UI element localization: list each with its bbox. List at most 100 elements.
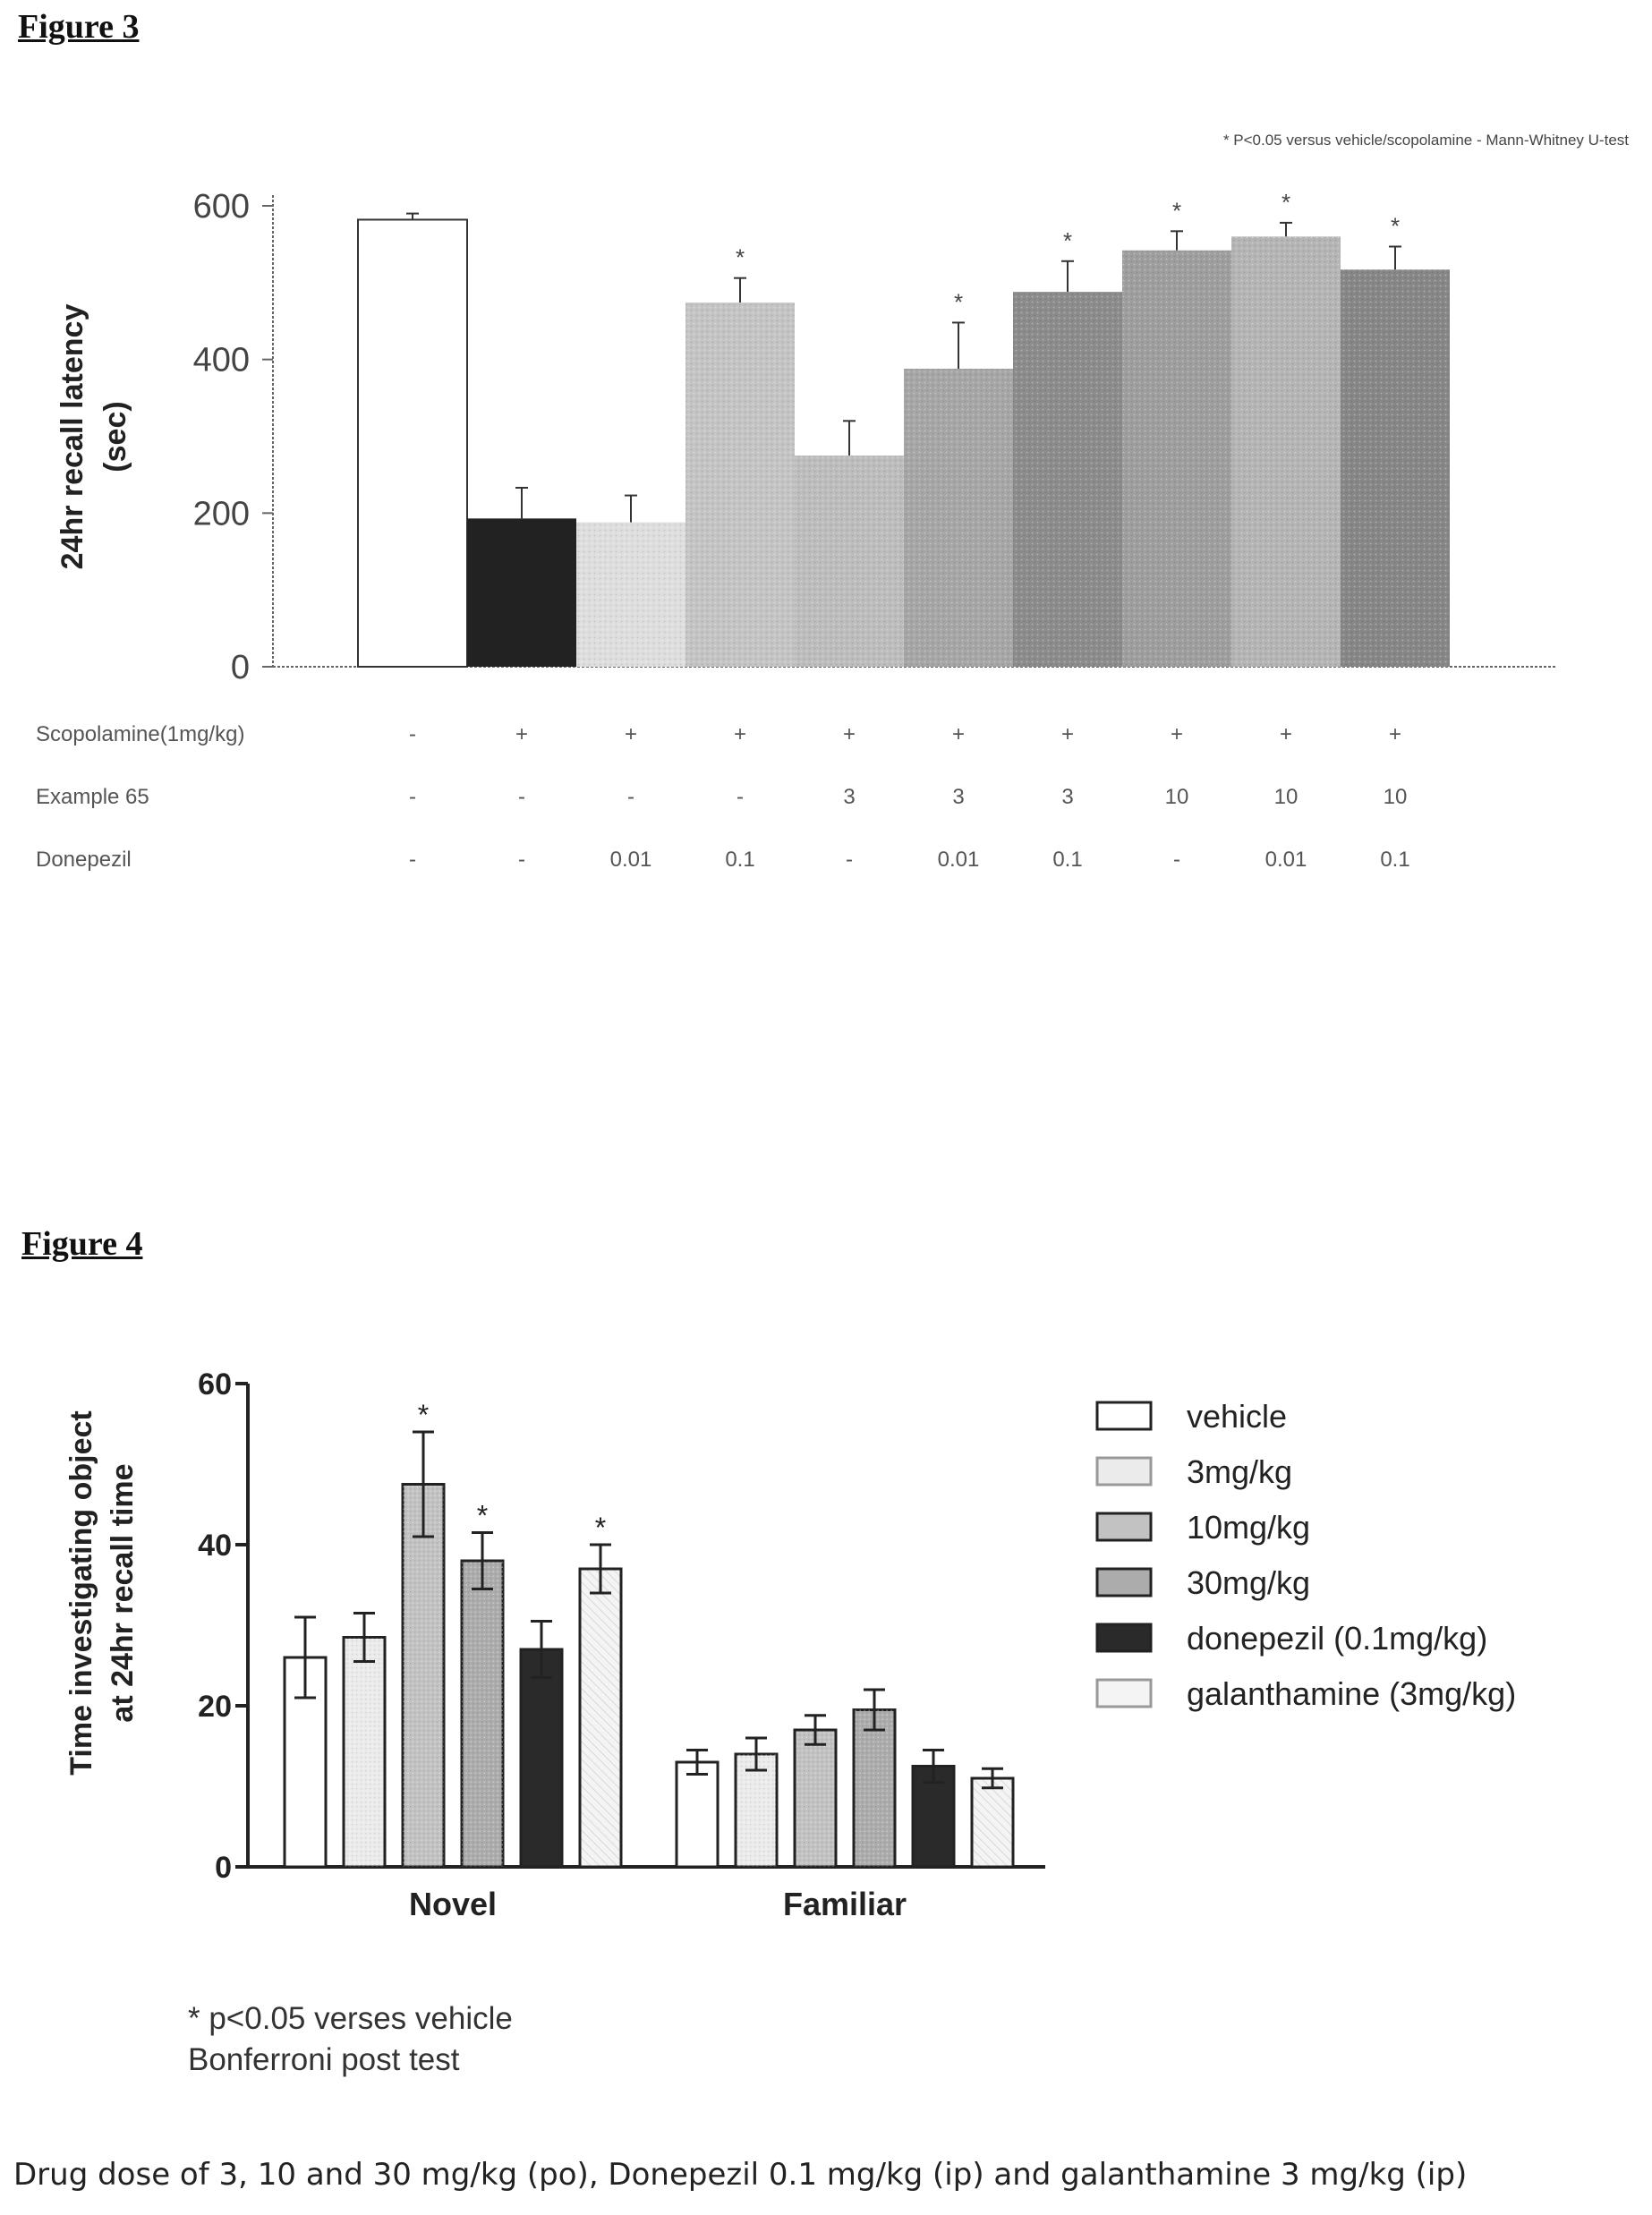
note-line-1: * p<0.05 verses vehicle	[188, 2001, 513, 2036]
significance-star: *	[477, 1500, 488, 1532]
y-tick-label: 400	[193, 342, 250, 379]
bar	[675, 1760, 720, 1869]
y-tick-label: 0	[215, 1851, 232, 1885]
treatment-value: 10	[1384, 785, 1408, 809]
bar-texture	[972, 1778, 1013, 1867]
treatment-value: -	[737, 785, 744, 809]
y-axis-label: Time investigating object	[64, 1410, 98, 1775]
treatment-value: 0.01	[610, 848, 652, 872]
category-label: Novel	[409, 1886, 497, 1922]
figure-4-note: * p<0.05 verses vehicle Bonferroni post …	[188, 1998, 513, 2080]
treatment-value: 0.1	[725, 848, 754, 872]
bar-texture	[580, 1569, 621, 1867]
y-axis-label: 24hr recall latency	[55, 304, 89, 570]
treatment-value: +	[515, 722, 528, 746]
treatment-value: -	[846, 848, 853, 872]
y-tick-label: 60	[198, 1367, 232, 1401]
significance-star: *	[1063, 227, 1072, 254]
significance-star: *	[954, 288, 963, 315]
legend-entry: galanthamine (3mg/kg)	[1187, 1675, 1516, 1712]
category-label: Familiar	[783, 1886, 907, 1922]
bar-texture	[904, 368, 1013, 667]
bar-texture	[1122, 250, 1231, 667]
y-tick-label: 40	[198, 1529, 232, 1563]
treatment-value: -	[409, 848, 416, 872]
treatment-value: 10	[1165, 785, 1189, 809]
treatment-value: +	[1280, 722, 1292, 746]
treatment-value: 0.1	[1052, 848, 1082, 872]
figure-4-heading: Figure 4	[21, 1225, 143, 1263]
bar-texture	[462, 1561, 503, 1867]
legend-swatch	[1095, 1401, 1153, 1431]
treatment-value: +	[734, 722, 746, 746]
bar-texture	[736, 1754, 777, 1867]
figure-3-chart: * P<0.05 versus vehicle/scopolamine - Ma…	[36, 132, 1629, 872]
figure-4-bars: * * *	[283, 1399, 1015, 1869]
significance-note: * P<0.05 versus vehicle/scopolamine - Ma…	[1223, 132, 1629, 149]
bar-texture	[1341, 269, 1450, 667]
bar-texture	[403, 1484, 444, 1867]
treatment-value: 10	[1274, 785, 1299, 809]
y-tick-label: 0	[231, 649, 250, 686]
treatment-value: 3	[952, 785, 964, 809]
treatment-value: -	[409, 785, 416, 809]
significance-star: *	[1282, 189, 1290, 216]
bar-texture	[1231, 236, 1341, 667]
figure-3-heading: Figure 3	[18, 8, 140, 46]
significance-star: *	[418, 1399, 429, 1431]
legend-swatch	[1095, 1678, 1153, 1708]
treatment-value: +	[952, 722, 965, 746]
treatment-value: +	[1389, 722, 1401, 746]
y-tick-label: 20	[198, 1690, 232, 1724]
legend-swatch	[1095, 1567, 1153, 1597]
bar-texture	[795, 1730, 836, 1867]
figure-4-axes: 0 20 40 60 Novel Familiar	[198, 1367, 1045, 1922]
bar-texture	[344, 1637, 385, 1867]
treatment-value: +	[843, 722, 856, 746]
treatment-value: +	[1061, 722, 1074, 746]
bar-texture	[795, 455, 904, 667]
significance-star: *	[736, 244, 745, 271]
bar-texture	[576, 522, 685, 667]
legend-entry: 10mg/kg	[1187, 1509, 1310, 1546]
figure-3-bars: * * * * * *	[357, 189, 1450, 668]
legend-swatch	[1095, 1456, 1153, 1487]
y-tick-label: 200	[193, 495, 250, 532]
significance-star: *	[1172, 197, 1181, 224]
treatment-value: +	[625, 722, 637, 746]
treatment-table: Scopolamine(1mg/kg) - + + + + + + + + + Example 65 -…	[36, 722, 1410, 872]
treatment-value: 0.01	[1265, 848, 1307, 872]
significance-star: *	[595, 1512, 606, 1544]
bar	[519, 1648, 564, 1869]
treatment-value: -	[518, 785, 525, 809]
treatment-row-label: Donepezil	[36, 848, 132, 872]
treatment-value: 3	[1061, 785, 1073, 809]
bar-texture	[1013, 292, 1122, 667]
treatment-value: -	[627, 785, 634, 809]
note-line-2: Bonferroni post test	[188, 2041, 460, 2077]
treatment-value: -	[518, 848, 525, 872]
treatment-value: 0.01	[938, 848, 980, 872]
legend: vehicle 3mg/kg 10mg/kg 30mg/kg donepezil (0.…	[1095, 1398, 1516, 1712]
legend-swatch	[1095, 1623, 1153, 1653]
significance-star: *	[1391, 212, 1400, 239]
y-tick-label: 600	[193, 188, 250, 226]
legend-swatch	[1095, 1512, 1153, 1542]
treatment-row-label: Example 65	[36, 785, 149, 809]
bar	[467, 518, 576, 667]
bar-texture	[854, 1709, 895, 1867]
treatment-value: -	[1173, 848, 1180, 872]
treatment-value: 3	[843, 785, 855, 809]
bar	[357, 218, 468, 668]
bar-texture	[685, 302, 795, 667]
legend-entry: vehicle	[1187, 1398, 1287, 1435]
y-axis-label-line-2: at 24hr recall time	[106, 1463, 140, 1722]
legend-entry: 30mg/kg	[1187, 1564, 1310, 1601]
dose-caption: Drug dose of 3, 10 and 30 mg/kg (po), Do…	[13, 2157, 1468, 2193]
treatment-value: 0.1	[1380, 848, 1409, 872]
treatment-value: -	[409, 722, 416, 746]
treatment-value: +	[1171, 722, 1183, 746]
legend-entry: 3mg/kg	[1187, 1453, 1292, 1490]
legend-entry: donepezil (0.1mg/kg)	[1187, 1620, 1487, 1657]
